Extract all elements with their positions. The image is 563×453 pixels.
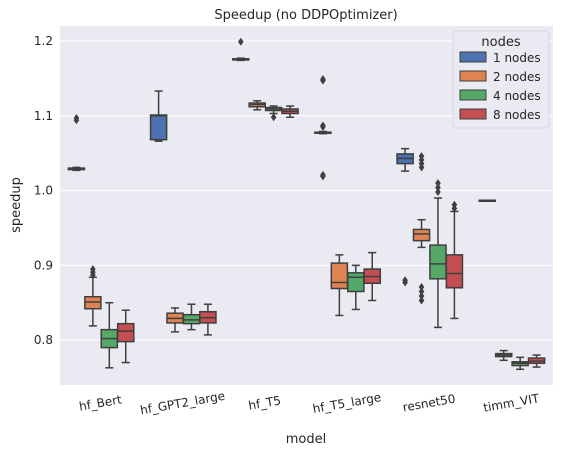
legend-entry: 4 nodes	[459, 89, 541, 103]
legend-entry: 2 nodes	[459, 70, 541, 84]
box-resnet50-4-nodes	[429, 179, 447, 329]
x-tick-label: hf_T5	[247, 393, 282, 412]
box-timm_VIT-1-nodes	[478, 199, 497, 203]
box-hf_T5_large-1-nodes	[314, 75, 332, 181]
box-hf_T5-2-nodes	[248, 100, 267, 111]
outlier-point	[402, 276, 408, 285]
box-resnet50-1-nodes	[396, 147, 414, 287]
box-body	[116, 322, 135, 343]
box-hf_GPT2_large-8-nodes	[199, 303, 217, 336]
y-axis-label: speedup	[9, 177, 24, 233]
outlier-point	[90, 265, 96, 274]
legend-label: 8 nodes	[493, 108, 541, 122]
outlier-point	[320, 121, 326, 130]
box-resnet50-2-nodes	[412, 152, 431, 305]
legend-swatch	[459, 108, 487, 120]
box-hf_Bert-8-nodes	[116, 309, 135, 364]
legend-label: 4 nodes	[493, 89, 541, 103]
x-tick-label: resnet50	[402, 392, 457, 415]
legend-swatch	[459, 70, 487, 82]
legend-entries: 1 nodes 2 nodes 4 nodes 8 nodes	[459, 51, 541, 122]
outlier-point	[418, 291, 425, 300]
box-hf_T5-4-nodes	[264, 105, 283, 122]
gridlines	[60, 40, 553, 341]
box-hf_Bert-4-nodes	[100, 301, 119, 369]
box-hf_Bert-1-nodes	[67, 113, 86, 172]
box-body	[346, 272, 365, 293]
outlier-point	[435, 188, 441, 197]
box-timm_VIT-2-nodes	[494, 349, 513, 362]
outlier-point	[418, 283, 425, 292]
x-axis-label: model	[286, 432, 326, 447]
box-hf_GPT2_large-1-nodes	[149, 90, 168, 142]
legend-swatch	[459, 89, 487, 101]
legend-label: 2 nodes	[493, 70, 541, 84]
outlier-point	[435, 179, 441, 188]
x-tick-label: timm_VIT	[482, 391, 541, 415]
chart-title: Speedup (no DDPOptimizer)	[214, 8, 397, 23]
box-body	[412, 228, 431, 242]
outlier-point	[451, 200, 458, 209]
y-tick-label: 0.8	[34, 333, 53, 347]
legend: nodes 1 nodes 2 nodes 4 nodes 8 nodes	[452, 30, 550, 129]
box-series	[67, 37, 546, 371]
outlier-point	[270, 113, 277, 122]
box-body	[429, 244, 447, 280]
legend-entry: 1 nodes	[459, 51, 541, 65]
x-tick-label: hf_Bert	[78, 392, 123, 413]
legend-entry: 8 nodes	[459, 108, 541, 122]
outlier-point	[418, 287, 425, 296]
outlier-point	[73, 113, 80, 122]
y-tick-label: 0.9	[34, 258, 53, 272]
box-hf_T5_large-4-nodes	[346, 264, 365, 311]
box-hf_T5_large-8-nodes	[363, 251, 382, 302]
box-body	[330, 262, 349, 290]
x-tick-label: hf_T5_large	[312, 390, 383, 416]
outlier-point	[237, 37, 244, 46]
outlier-point	[418, 152, 425, 161]
box-hf_T5_large-2-nodes	[330, 254, 349, 317]
outlier-point	[435, 183, 441, 192]
box-timm_VIT-8-nodes	[527, 354, 546, 368]
outlier-point	[418, 296, 425, 305]
box-body	[149, 114, 168, 141]
box-hf_T5-1-nodes	[231, 37, 250, 62]
x-axis-ticks: hf_Bert hf_GPT2_large hf_T5 hf_T5_large resn…	[78, 389, 541, 418]
box-body	[445, 254, 464, 289]
legend-title: nodes	[481, 35, 520, 50]
box-hf_T5-8-nodes	[281, 105, 299, 118]
x-tick-label: hf_GPT2_large	[139, 389, 226, 418]
outlier-point	[320, 170, 326, 179]
box-hf_Bert-2-nodes	[84, 265, 102, 327]
y-tick-label: 1.1	[34, 109, 53, 123]
y-axis-ticks: 0.8 0.9 1.0 1.1 1.2	[34, 34, 53, 347]
outlier-point	[320, 75, 326, 84]
legend-swatch	[459, 51, 487, 63]
y-tick-label: 1.2	[34, 34, 53, 48]
legend-label: 1 nodes	[493, 51, 541, 65]
box-resnet50-8-nodes	[445, 200, 464, 320]
y-tick-label: 1.0	[34, 184, 53, 198]
